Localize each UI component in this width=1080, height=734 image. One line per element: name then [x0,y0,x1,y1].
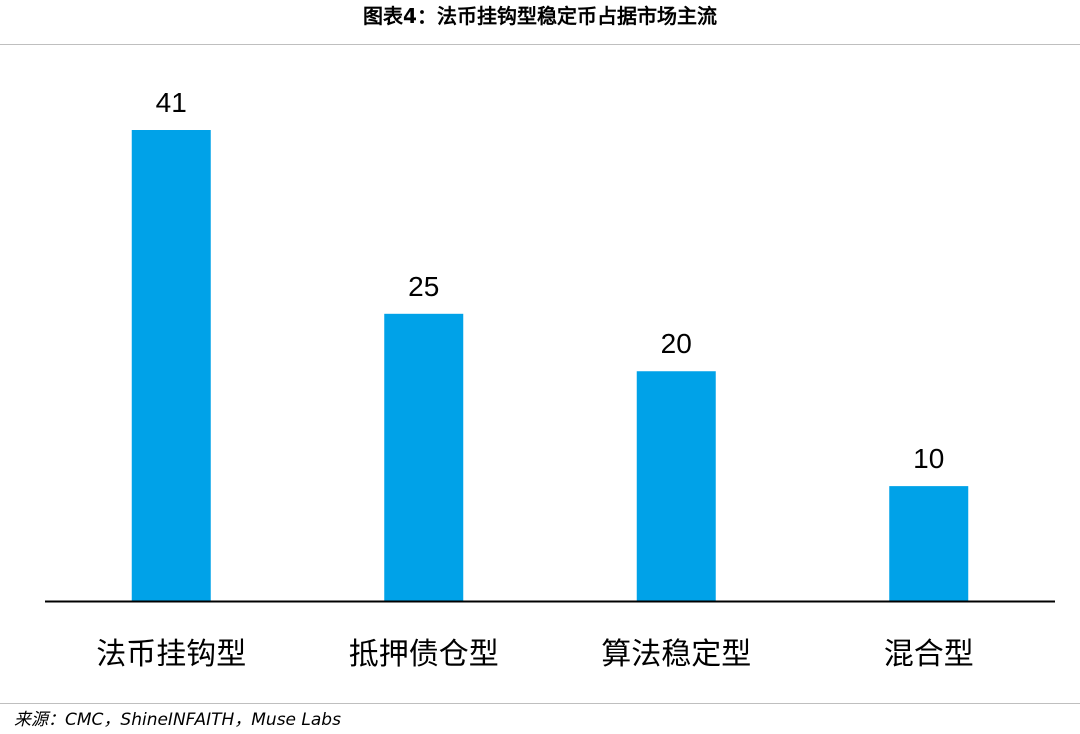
bar-4 [889,486,969,601]
chart-title: 图表4：法币挂钩型稳定币占据市场主流 [363,4,717,28]
source-note: 来源：CMC，ShineINFAITH，Muse Labs [14,710,341,730]
category-label-4: 混合型 [884,637,974,672]
category-label-2: 抵押债仓型 [349,637,499,672]
data-label-2: 25 [408,271,439,302]
data-label-3: 20 [661,328,692,359]
category-label-3: 算法稳定型 [601,637,751,672]
category-label-1: 法币挂钩型 [96,637,246,672]
bar-chart: 41 法币挂钩型 25 抵押债仓型 20 算法稳定型 10 混合型 [45,87,1055,672]
data-label-1: 41 [156,87,187,118]
source-divider [0,703,1080,704]
bar-1 [131,130,211,601]
data-label-4: 10 [913,443,944,474]
bar-2 [384,313,464,601]
bar-3 [636,371,716,601]
title-divider [0,44,1080,45]
